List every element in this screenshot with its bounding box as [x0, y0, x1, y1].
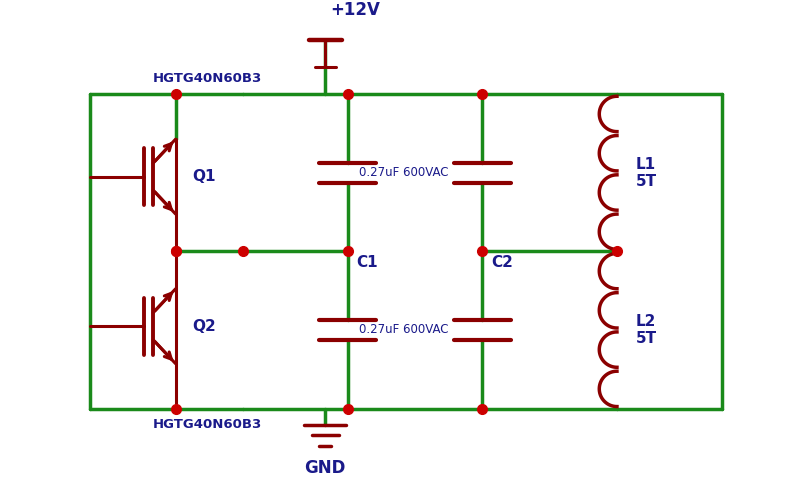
Text: L1
5T: L1 5T [636, 156, 657, 189]
Text: HGTG40N60B3: HGTG40N60B3 [153, 417, 262, 430]
Text: C1: C1 [357, 255, 378, 270]
Text: Q1: Q1 [192, 169, 215, 184]
Text: +12V: +12V [330, 1, 380, 19]
Text: HGTG40N60B3: HGTG40N60B3 [153, 72, 262, 85]
Text: Q2: Q2 [192, 319, 216, 334]
Text: GND: GND [305, 459, 346, 477]
Text: 0.27uF 600VAC: 0.27uF 600VAC [359, 166, 448, 179]
Text: C2: C2 [491, 255, 513, 270]
Text: 0.27uF 600VAC: 0.27uF 600VAC [359, 324, 448, 337]
Text: L2
5T: L2 5T [636, 314, 657, 346]
